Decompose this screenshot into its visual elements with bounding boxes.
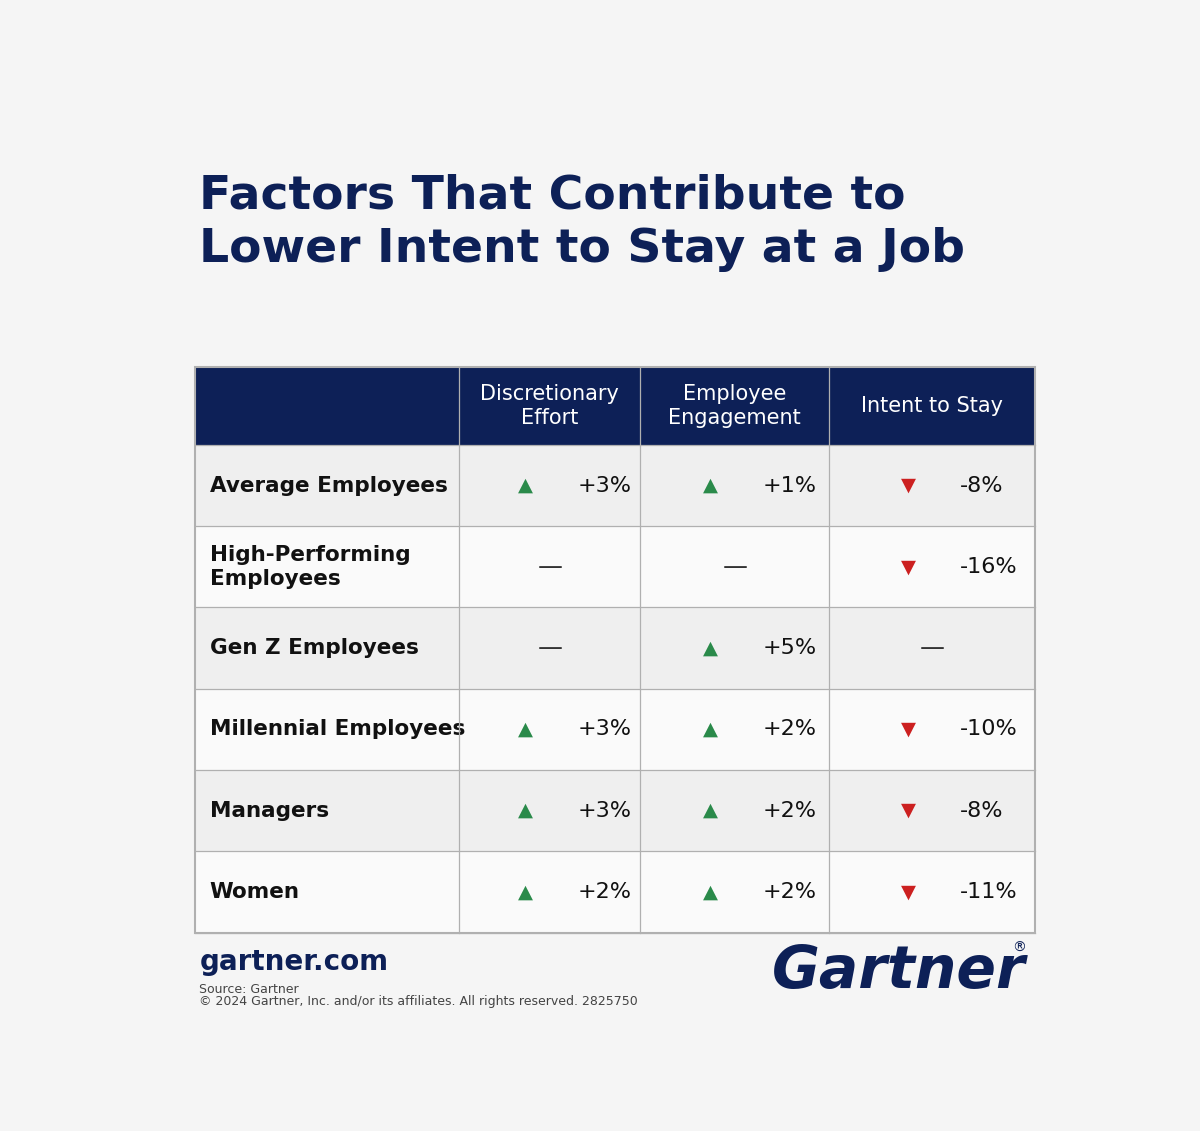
Text: ▼: ▼ [901,801,916,820]
Text: +3%: +3% [577,719,631,740]
Text: +2%: +2% [763,801,817,821]
Text: +5%: +5% [763,638,817,658]
Text: +2%: +2% [763,719,817,740]
Text: ▲: ▲ [703,639,718,657]
Text: Managers: Managers [210,801,329,821]
Bar [194,689,1036,770]
Text: ▼: ▼ [901,882,916,901]
Text: ▼: ▼ [901,558,916,577]
Text: —: — [920,636,944,661]
Text: +1%: +1% [763,475,817,495]
Text: ▲: ▲ [518,476,533,495]
Text: Source: Gartner: Source: Gartner [199,983,299,996]
Text: -10%: -10% [960,719,1018,740]
Bar [194,526,1036,607]
Text: ▼: ▼ [901,476,916,495]
Text: gartner.com: gartner.com [199,948,389,976]
Text: -11%: -11% [960,882,1018,901]
Text: ▲: ▲ [703,719,718,739]
Text: +3%: +3% [577,475,631,495]
Text: —: — [722,555,748,579]
Text: —: — [538,555,563,579]
Text: -8%: -8% [960,475,1003,495]
Text: Discretionary
Effort: Discretionary Effort [480,383,619,428]
Text: +2%: +2% [577,882,631,901]
Bar [194,770,1036,852]
Text: Gartner: Gartner [773,943,1026,1000]
Bar [194,366,1036,444]
Bar [194,607,1036,689]
Text: +3%: +3% [577,801,631,821]
Text: ®: ® [1012,940,1026,955]
Text: Factors That Contribute to
Lower Intent to Stay at a Job: Factors That Contribute to Lower Intent … [199,173,965,271]
Text: ▲: ▲ [518,882,533,901]
Bar [194,852,1036,933]
Text: Women: Women [210,882,300,901]
Text: ▲: ▲ [703,476,718,495]
Text: Intent to Stay: Intent to Stay [862,396,1003,416]
Text: Gen Z Employees: Gen Z Employees [210,638,419,658]
Bar [194,366,1036,933]
Text: ▲: ▲ [518,719,533,739]
Text: © 2024 Gartner, Inc. and/or its affiliates. All rights reserved. 2825750: © 2024 Gartner, Inc. and/or its affiliat… [199,995,638,1008]
Bar [194,444,1036,526]
Text: +2%: +2% [763,882,817,901]
Text: -16%: -16% [960,556,1018,577]
Text: High-Performing
Employees: High-Performing Employees [210,545,410,589]
Text: ▲: ▲ [518,801,533,820]
Text: Average Employees: Average Employees [210,475,448,495]
Bar [194,366,1036,933]
Text: ▲: ▲ [703,801,718,820]
Text: ▼: ▼ [901,719,916,739]
Text: Employee
Engagement: Employee Engagement [668,383,802,428]
Text: -8%: -8% [960,801,1003,821]
Text: Millennial Employees: Millennial Employees [210,719,464,740]
Text: ▲: ▲ [703,882,718,901]
Text: —: — [538,636,563,661]
